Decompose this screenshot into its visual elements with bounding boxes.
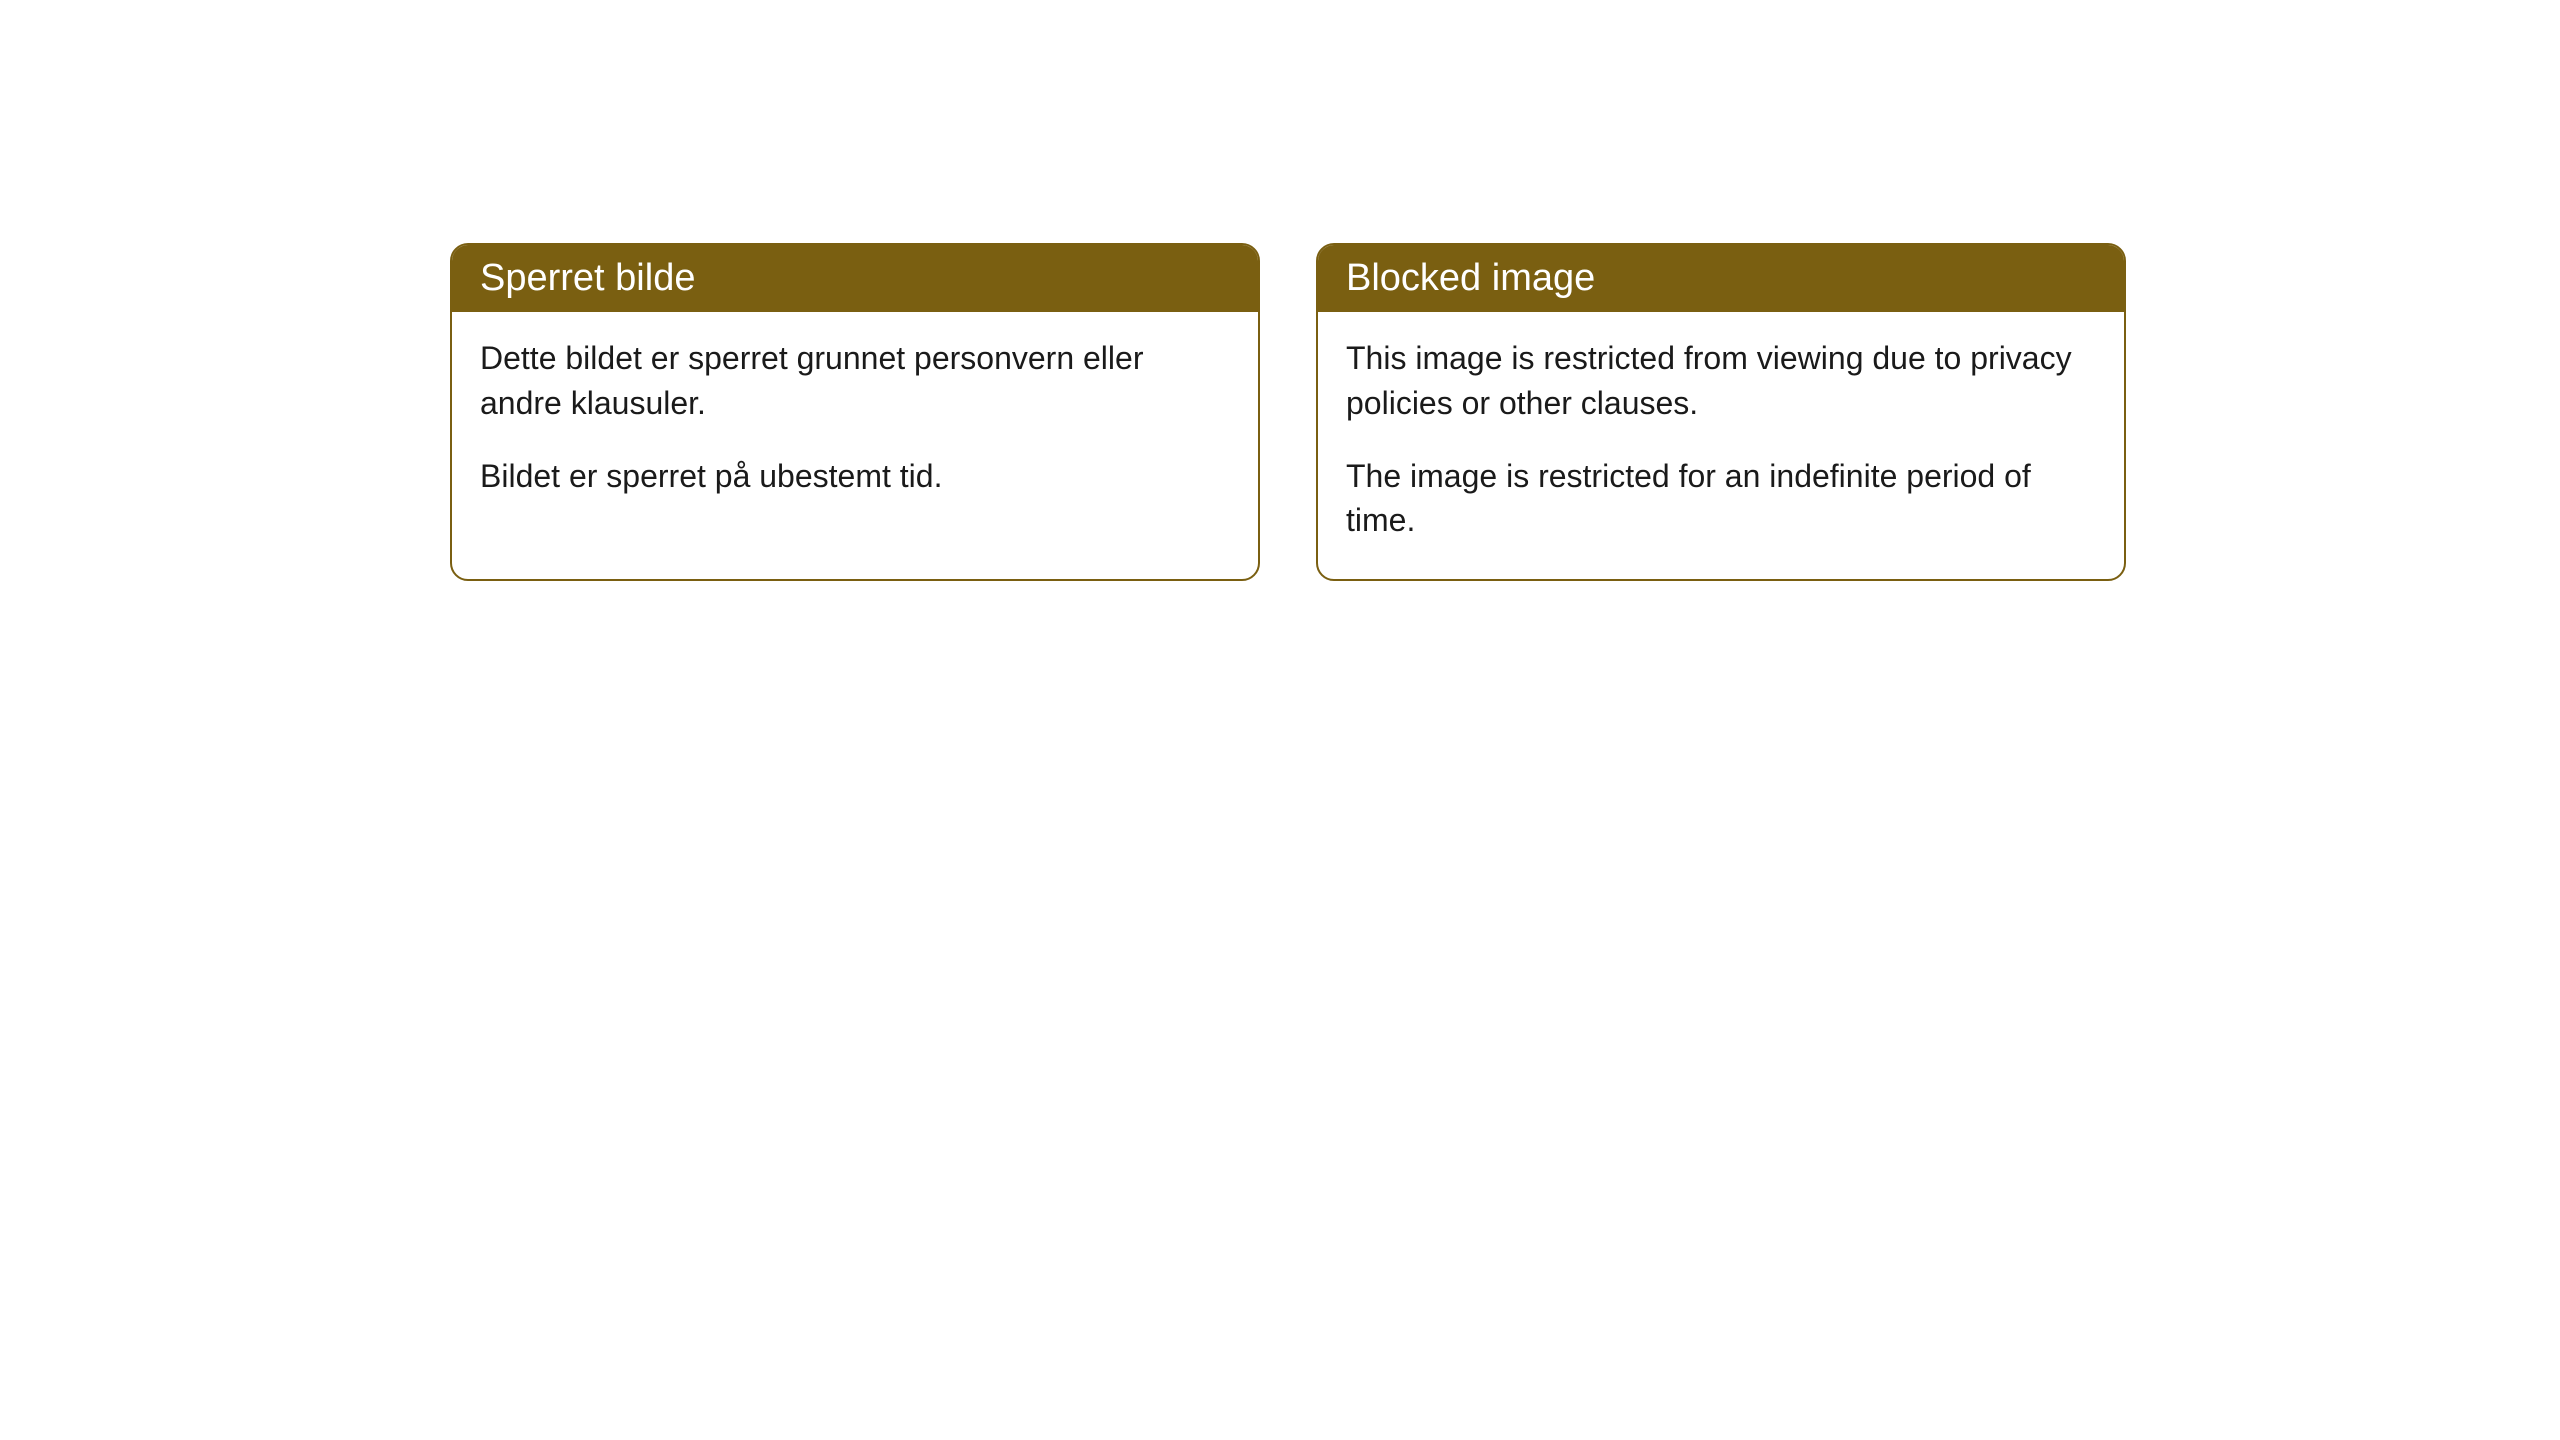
cards-container: Sperret bilde Dette bildet er sperret gr… <box>450 243 2126 581</box>
card-paragraph-2: Bildet er sperret på ubestemt tid. <box>480 454 1230 499</box>
card-header-english: Blocked image <box>1318 245 2124 312</box>
card-body-english: This image is restricted from viewing du… <box>1318 312 2124 579</box>
card-title: Sperret bilde <box>480 257 695 299</box>
card-paragraph-1: This image is restricted from viewing du… <box>1346 336 2096 426</box>
card-header-norwegian: Sperret bilde <box>452 245 1258 312</box>
card-paragraph-2: The image is restricted for an indefinit… <box>1346 454 2096 544</box>
card-body-norwegian: Dette bildet er sperret grunnet personve… <box>452 312 1258 534</box>
card-title: Blocked image <box>1346 257 1595 299</box>
blocked-image-card-english: Blocked image This image is restricted f… <box>1316 243 2126 581</box>
blocked-image-card-norwegian: Sperret bilde Dette bildet er sperret gr… <box>450 243 1260 581</box>
card-paragraph-1: Dette bildet er sperret grunnet personve… <box>480 336 1230 426</box>
